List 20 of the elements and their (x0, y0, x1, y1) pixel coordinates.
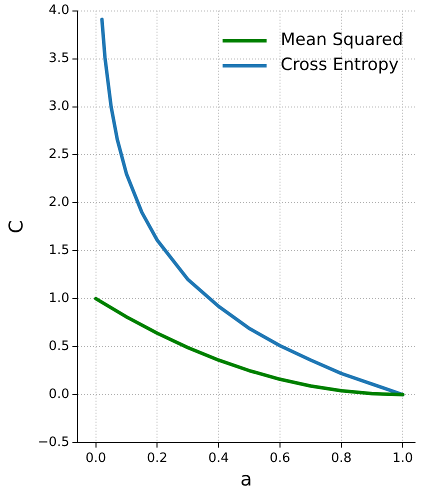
y-tick-label: 2.0 (48, 195, 70, 210)
x-tick-label: 0.8 (330, 450, 352, 466)
y-tick-label: 3.5 (48, 51, 70, 66)
y-tick-label: 1.0 (48, 291, 70, 306)
y-tick-label: 3.0 (48, 99, 70, 114)
y-tick-label: 0.5 (48, 339, 70, 354)
y-tick-label: 2.5 (48, 147, 70, 162)
x-tick-label: 0.2 (146, 450, 168, 466)
x-tick-label: 0.6 (270, 450, 290, 466)
x-tick-label: 1.0 (392, 450, 414, 466)
y-tick-label: −0.5 (38, 434, 70, 450)
legend-label: Cross Entropy (280, 55, 399, 76)
y-tick-label: 0.0 (48, 386, 70, 402)
y-axis-title: C (5, 220, 28, 234)
legend-label: Mean Squared (280, 30, 404, 50)
y-tick-label: 4.0 (48, 3, 70, 18)
y-tick-label: 1.5 (48, 243, 70, 258)
x-axis-title: a (240, 468, 252, 491)
x-tick-label: 0.0 (85, 450, 106, 466)
x-tick-label: 0.4 (208, 450, 229, 466)
